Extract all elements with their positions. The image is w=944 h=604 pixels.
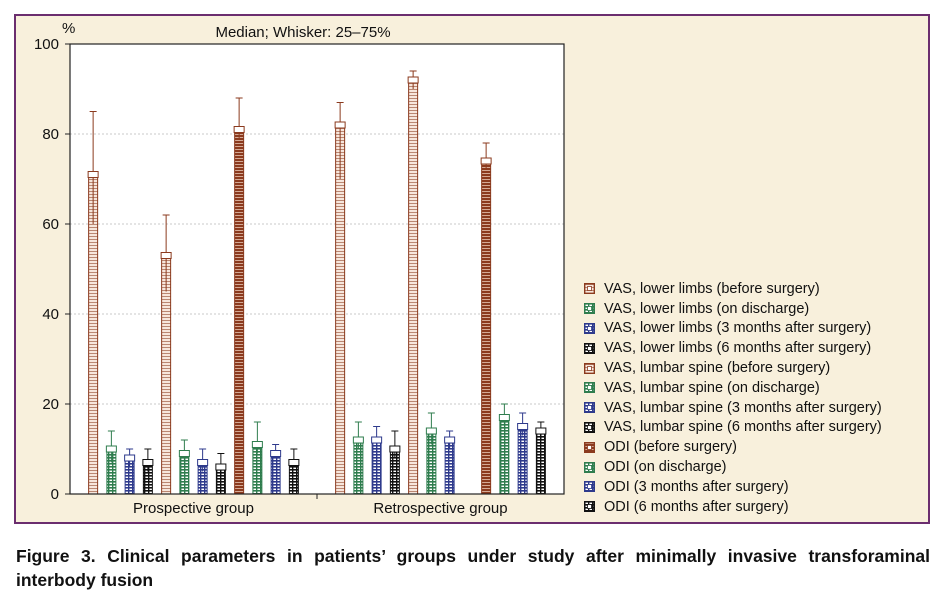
legend-item: ODI (before surgery) xyxy=(584,437,882,457)
legend-swatch xyxy=(584,283,595,295)
legend-label: VAS, lower limbs (on discharge) xyxy=(604,300,810,317)
legend-item: VAS, lower limbs (6 months after surgery… xyxy=(584,338,882,358)
y-tick-label: 80 xyxy=(42,126,59,143)
y-axis-label: % xyxy=(62,20,75,37)
x-tick-label: Retrospective group xyxy=(373,500,507,517)
bars: VAS, lower limbs (before surgery) — Pros… xyxy=(87,70,547,495)
bar: ODI (on discharge) — Retrospective group… xyxy=(499,417,510,495)
legend-swatch xyxy=(584,501,595,513)
median-marker xyxy=(160,252,172,259)
legend-item: VAS, lower limbs (3 months after surgery… xyxy=(584,319,882,339)
legend-label: VAS, lower limbs (3 months after surgery… xyxy=(604,320,872,337)
median-marker xyxy=(517,423,529,430)
bar: VAS, lumbar spine (before surgery) — Ret… xyxy=(408,79,419,495)
median-marker xyxy=(535,427,547,435)
legend-swatch xyxy=(584,402,595,414)
median-marker xyxy=(215,463,227,471)
y-tick-label: 60 xyxy=(42,216,59,233)
legend-label: ODI (6 months after surgery) xyxy=(604,498,789,515)
median-marker xyxy=(251,441,263,448)
median-marker xyxy=(407,76,419,84)
legend-label: VAS, lumbar spine (before surgery) xyxy=(604,360,831,377)
y-tick-label: 0 xyxy=(51,486,59,503)
legend-item: VAS, lumbar spine (on discharge) xyxy=(584,378,882,398)
legend-item: ODI (on discharge) xyxy=(584,457,882,477)
median-marker xyxy=(124,454,136,462)
legend-item: VAS, lower limbs (on discharge) xyxy=(584,299,882,319)
bar: ODI (before surgery) — Retrospective gro… xyxy=(481,160,492,495)
chart: VAS, lower limbs (before surgery) — Pros… xyxy=(34,20,565,517)
median-marker xyxy=(105,445,117,453)
axes: 0 20 40 60 80 100 Prospective group Retrospecti… xyxy=(34,36,565,517)
median-marker xyxy=(352,436,364,444)
x-tick-label: Prospective group xyxy=(133,500,254,517)
median-marker xyxy=(233,126,245,133)
legend-swatch xyxy=(584,441,595,453)
legend-swatch xyxy=(584,421,595,433)
legend-label: VAS, lumbar spine (3 months after surger… xyxy=(604,399,882,416)
bar: ODI (6 months after surgery) — Retrospec… xyxy=(535,430,546,495)
legend-label: ODI (before surgery) xyxy=(604,439,737,456)
legend-label: VAS, lower limbs (6 months after surgery… xyxy=(604,340,872,357)
chart-title: Median; Whisker: 25–75% xyxy=(215,24,390,41)
legend-swatch xyxy=(584,342,595,354)
y-tick-label: 40 xyxy=(42,306,59,323)
bar: VAS, lower limbs (before surgery) — Retr… xyxy=(335,124,346,495)
legend-item: VAS, lumbar spine (before surgery) xyxy=(584,358,882,378)
median-marker xyxy=(142,459,154,466)
median-marker xyxy=(480,157,492,165)
legend-swatch xyxy=(584,322,595,334)
legend-item: ODI (6 months after surgery) xyxy=(584,497,882,517)
median-marker xyxy=(288,459,300,466)
y-tick-label: 20 xyxy=(42,396,59,413)
legend-item: ODI (3 months after surgery) xyxy=(584,477,882,497)
median-marker xyxy=(389,445,401,453)
bar: ODI (3 months after surgery) — Prospecti… xyxy=(270,453,281,495)
figure-caption: Figure 3. Clinical parameters in patient… xyxy=(16,546,930,590)
legend-label: VAS, lumbar spine (on discharge) xyxy=(604,379,820,396)
legend-swatch xyxy=(584,461,595,473)
median-marker xyxy=(425,427,437,435)
median-marker xyxy=(444,436,456,444)
legend-label: VAS, lower limbs (before surgery) xyxy=(604,280,820,297)
legend: VAS, lower limbs (before surgery) VAS, lo… xyxy=(584,279,882,517)
median-marker xyxy=(197,459,209,466)
y-tick-label: 100 xyxy=(34,36,59,53)
legend-label: VAS, lumbar spine (6 months after surger… xyxy=(604,419,882,436)
bar: ODI (6 months after surgery) — Prospecti… xyxy=(288,462,299,495)
bar: ODI (3 months after surgery) — Retrospec… xyxy=(517,426,528,495)
bar: ODI (before surgery) — Prospective group… xyxy=(234,129,245,495)
legend-swatch xyxy=(584,481,595,493)
legend-item: VAS, lumbar spine (3 months after surger… xyxy=(584,398,882,418)
legend-swatch xyxy=(584,303,595,315)
median-marker xyxy=(498,414,510,421)
median-marker xyxy=(270,450,282,457)
figure-panel: VAS, lower limbs (before surgery) — Pros… xyxy=(14,14,930,524)
median-marker xyxy=(178,450,190,457)
legend-item: VAS, lower limbs (before surgery) xyxy=(584,279,882,299)
legend-swatch xyxy=(584,362,595,374)
legend-item: VAS, lumbar spine (6 months after surger… xyxy=(584,418,882,438)
legend-label: ODI (3 months after surgery) xyxy=(604,478,789,495)
median-marker xyxy=(371,436,383,444)
legend-swatch xyxy=(584,382,595,394)
median-marker xyxy=(334,121,346,129)
legend-label: ODI (on discharge) xyxy=(604,459,727,476)
median-marker xyxy=(87,171,99,178)
